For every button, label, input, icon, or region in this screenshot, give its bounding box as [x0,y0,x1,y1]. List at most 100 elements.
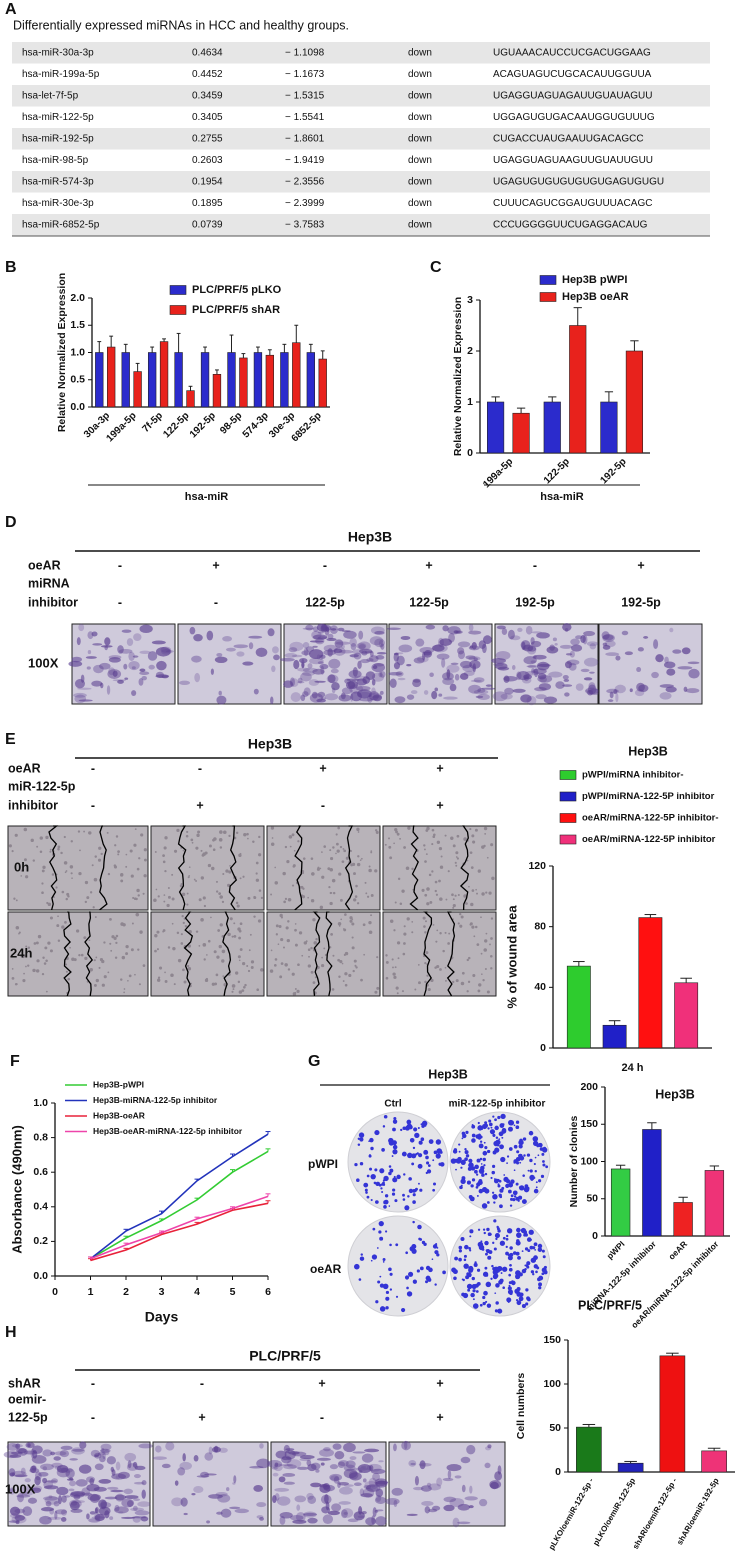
colony [497,1308,503,1314]
legend-label: Hep3B-oeAR [93,1110,145,1120]
cell-stain [442,625,449,632]
cell-speck [328,886,331,889]
cell-stain [357,660,362,670]
colony [477,1241,484,1248]
colony [493,1270,498,1276]
cell-stain [79,1441,87,1449]
bar [265,354,275,408]
cell-stain [15,1443,21,1450]
cell-speck [195,846,199,850]
colony [357,1143,361,1147]
cell-stain [337,1461,346,1469]
colony [491,1264,494,1268]
cell-stain [43,1496,59,1501]
cell-stain [457,647,465,655]
colony [453,1148,458,1152]
condition: - [118,595,122,609]
colony [454,1256,459,1261]
cell-speck [258,853,262,857]
cell-stain [389,678,397,688]
cell-speck [260,968,264,972]
colony [403,1173,406,1176]
cell-stain [127,1500,134,1508]
cell-stain [279,1512,293,1519]
cell-speck [440,855,443,858]
cell-speck [321,963,325,968]
colony [503,1176,509,1183]
cell-speck [310,970,314,974]
colony [414,1187,418,1191]
cell-speck [366,895,370,898]
error-bar [548,396,557,402]
cell-stain [530,637,535,645]
colony [388,1171,392,1176]
cell-stain [56,1486,69,1496]
table-cell: hsa-miR-199a-5p [22,69,100,80]
cell-speck [472,974,476,978]
cell-stain [369,1465,374,1471]
cell-speck [342,848,345,850]
cell-speck [219,895,223,899]
cell-speck [286,860,290,864]
bar [576,1426,602,1473]
cell-stain [110,1489,124,1493]
colony [498,1138,501,1141]
cell-speck [100,852,103,856]
bar [200,352,210,408]
cell-stain [360,658,370,664]
error-bar [644,914,657,918]
cell-speck [340,918,342,921]
colony [482,1157,486,1162]
cell-speck [49,949,53,953]
cell-stain [347,680,358,690]
colony-dish [449,1215,551,1317]
cell-stain [655,654,664,663]
colony [542,1268,545,1271]
colony [505,1183,510,1188]
colony [388,1140,394,1146]
table-cell: CUUUCAGUCGGAUGUUUACAGC [493,198,652,209]
cell-stain [107,1486,119,1490]
cell-stain [330,1475,340,1482]
bar [174,352,183,408]
colony [460,1236,465,1241]
y-tick-label: 80 [534,920,546,932]
colony [385,1306,389,1310]
cell-stain [284,653,298,658]
cell-stain [80,674,85,683]
cell-stain [309,657,324,665]
cell-speck [314,976,317,979]
panel-letter: A [5,1,17,18]
wound-edge [177,825,187,911]
cell-stain [327,674,336,684]
cell-speck [185,834,189,838]
cell-speck [84,900,88,904]
cell-speck [97,858,102,862]
colony [497,1184,501,1188]
cell-speck [171,922,174,925]
condition: + [436,761,443,775]
cell-speck [255,872,258,875]
cell-speck [120,978,123,981]
cell-stain [371,687,376,696]
table-cell: − 1.8601 [285,134,325,145]
cell-speck [445,898,448,901]
cell-stain [339,1486,353,1495]
cell-stain [70,1508,83,1513]
colony [475,1290,479,1293]
cell-speck [343,953,346,956]
cell-speck [132,896,135,899]
cell-speck [57,845,61,849]
row-label: oeAR [310,1262,342,1276]
cell-stain [317,691,326,698]
cell-stain [93,1452,102,1459]
cell-speck [125,853,128,856]
cell-stain [131,1516,147,1519]
cell-speck [452,980,455,984]
colony [371,1254,378,1260]
cell-stain [512,665,516,670]
cell-stain [317,631,324,634]
cell-stain [565,653,573,656]
cell-stain [378,639,384,648]
cell-stain [214,656,228,664]
